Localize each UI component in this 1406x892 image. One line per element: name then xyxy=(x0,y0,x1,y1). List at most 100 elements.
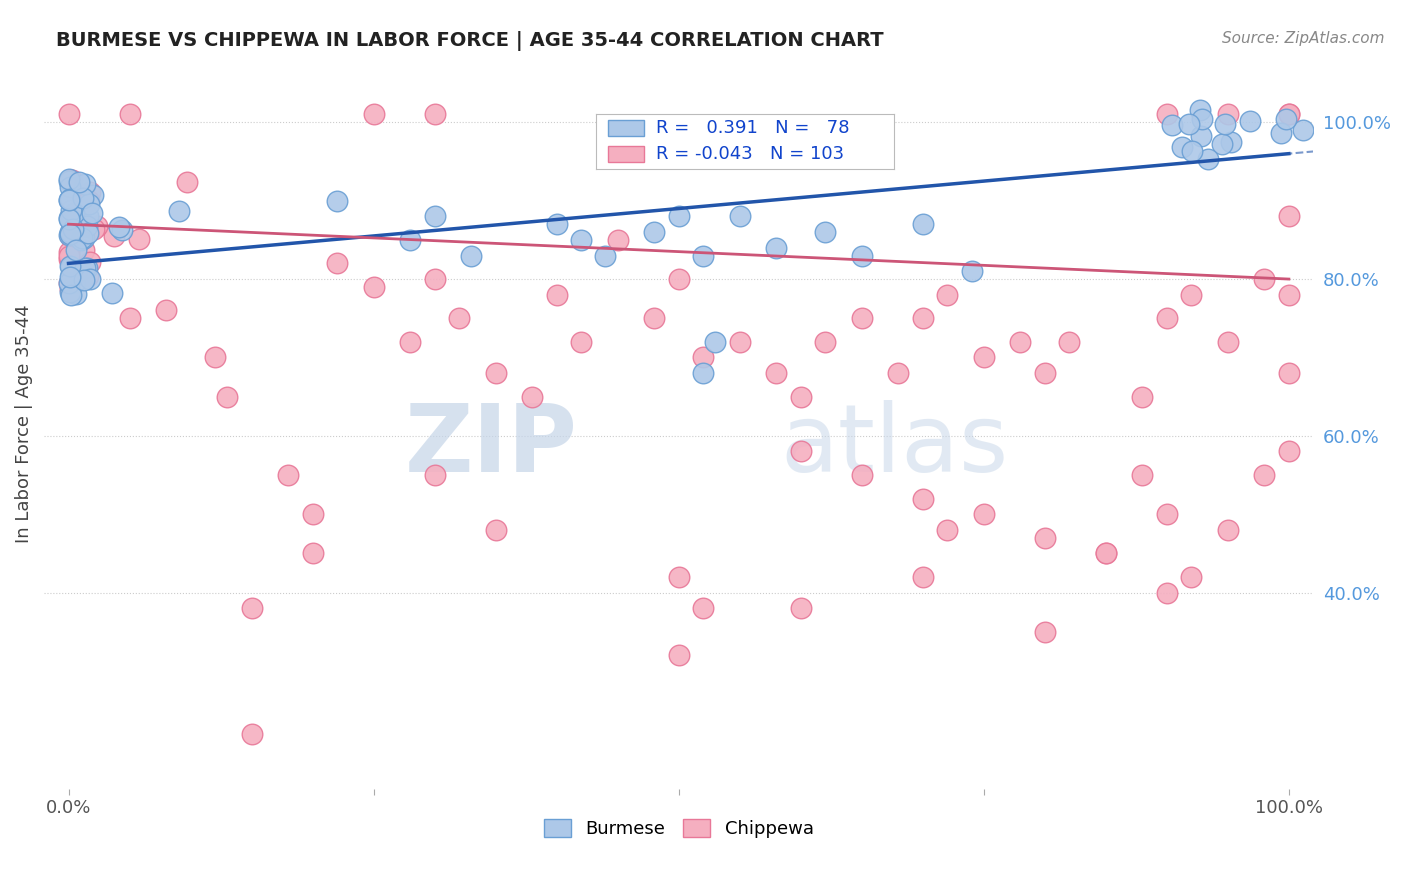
Point xyxy=(973,507,995,521)
Point xyxy=(76,268,98,283)
Point xyxy=(1180,570,1202,584)
Point xyxy=(301,507,323,521)
Point xyxy=(58,193,80,207)
Point xyxy=(460,248,482,262)
Point xyxy=(67,175,90,189)
Point xyxy=(59,269,82,284)
Point xyxy=(1213,117,1236,131)
Point xyxy=(76,261,98,276)
Point xyxy=(569,233,592,247)
Point xyxy=(77,227,100,241)
Point xyxy=(423,468,446,483)
Point xyxy=(58,172,80,186)
Point xyxy=(75,260,97,275)
Point xyxy=(704,334,727,349)
Point xyxy=(58,252,80,266)
Point xyxy=(1278,107,1301,121)
Point xyxy=(1216,523,1239,537)
Point xyxy=(1010,334,1032,349)
Point xyxy=(595,248,617,262)
Point xyxy=(911,217,934,231)
Point xyxy=(1191,112,1213,126)
Point xyxy=(155,303,177,318)
Point xyxy=(1253,468,1275,483)
Point xyxy=(101,285,124,300)
Point xyxy=(59,260,82,274)
Point xyxy=(59,179,82,194)
Point xyxy=(522,390,544,404)
Point xyxy=(69,200,91,214)
Point xyxy=(765,366,787,380)
Point xyxy=(851,248,873,262)
Point xyxy=(546,217,568,231)
Point xyxy=(1278,366,1301,380)
Point xyxy=(65,276,87,290)
Point xyxy=(692,351,714,365)
Point xyxy=(111,223,134,237)
Point xyxy=(1253,272,1275,286)
Point xyxy=(692,366,714,380)
Point xyxy=(1197,152,1219,166)
Point xyxy=(668,272,690,286)
Point xyxy=(1156,507,1178,521)
Point xyxy=(1278,444,1301,458)
Point xyxy=(65,286,87,301)
Point xyxy=(1292,123,1315,137)
Point xyxy=(204,351,226,365)
Point xyxy=(73,230,96,244)
Point xyxy=(103,228,125,243)
Legend: Burmese, Chippewa: Burmese, Chippewa xyxy=(537,812,821,845)
Point xyxy=(59,282,82,296)
Point xyxy=(77,210,100,224)
Point xyxy=(1278,107,1301,121)
Point xyxy=(63,206,86,220)
Point xyxy=(77,196,100,211)
Point xyxy=(1216,107,1239,121)
Point xyxy=(326,256,349,270)
Point xyxy=(728,210,751,224)
Text: Source: ZipAtlas.com: Source: ZipAtlas.com xyxy=(1222,31,1385,46)
Point xyxy=(69,207,91,221)
Point xyxy=(277,468,299,483)
Point xyxy=(59,227,82,241)
Point xyxy=(973,351,995,365)
Point xyxy=(1178,117,1201,131)
Point xyxy=(118,107,141,121)
Point xyxy=(70,230,93,244)
Point xyxy=(1171,140,1194,154)
Point xyxy=(1057,334,1080,349)
Point xyxy=(423,210,446,224)
Point xyxy=(643,225,665,239)
Point xyxy=(447,311,470,326)
Point xyxy=(1216,334,1239,349)
Point xyxy=(58,228,80,243)
Point xyxy=(83,222,105,236)
Point xyxy=(765,241,787,255)
Point xyxy=(58,259,80,273)
Point xyxy=(58,244,80,259)
Point xyxy=(77,194,100,208)
Point xyxy=(76,219,98,233)
Point xyxy=(485,523,508,537)
Point xyxy=(326,194,349,208)
Point xyxy=(485,366,508,380)
Point xyxy=(851,468,873,483)
Point xyxy=(399,334,422,349)
Point xyxy=(790,601,813,615)
Point xyxy=(692,248,714,262)
Point xyxy=(1033,366,1056,380)
Point xyxy=(59,225,82,239)
Point xyxy=(790,444,813,458)
Point xyxy=(960,264,983,278)
Point xyxy=(668,570,690,584)
Point xyxy=(59,211,82,225)
Point xyxy=(59,173,82,187)
Point xyxy=(1033,531,1056,545)
Point xyxy=(1270,126,1292,140)
Point xyxy=(1156,311,1178,326)
Point xyxy=(70,233,93,247)
Point xyxy=(240,601,263,615)
Point xyxy=(60,173,83,187)
Point xyxy=(58,107,80,121)
Point xyxy=(72,264,94,278)
